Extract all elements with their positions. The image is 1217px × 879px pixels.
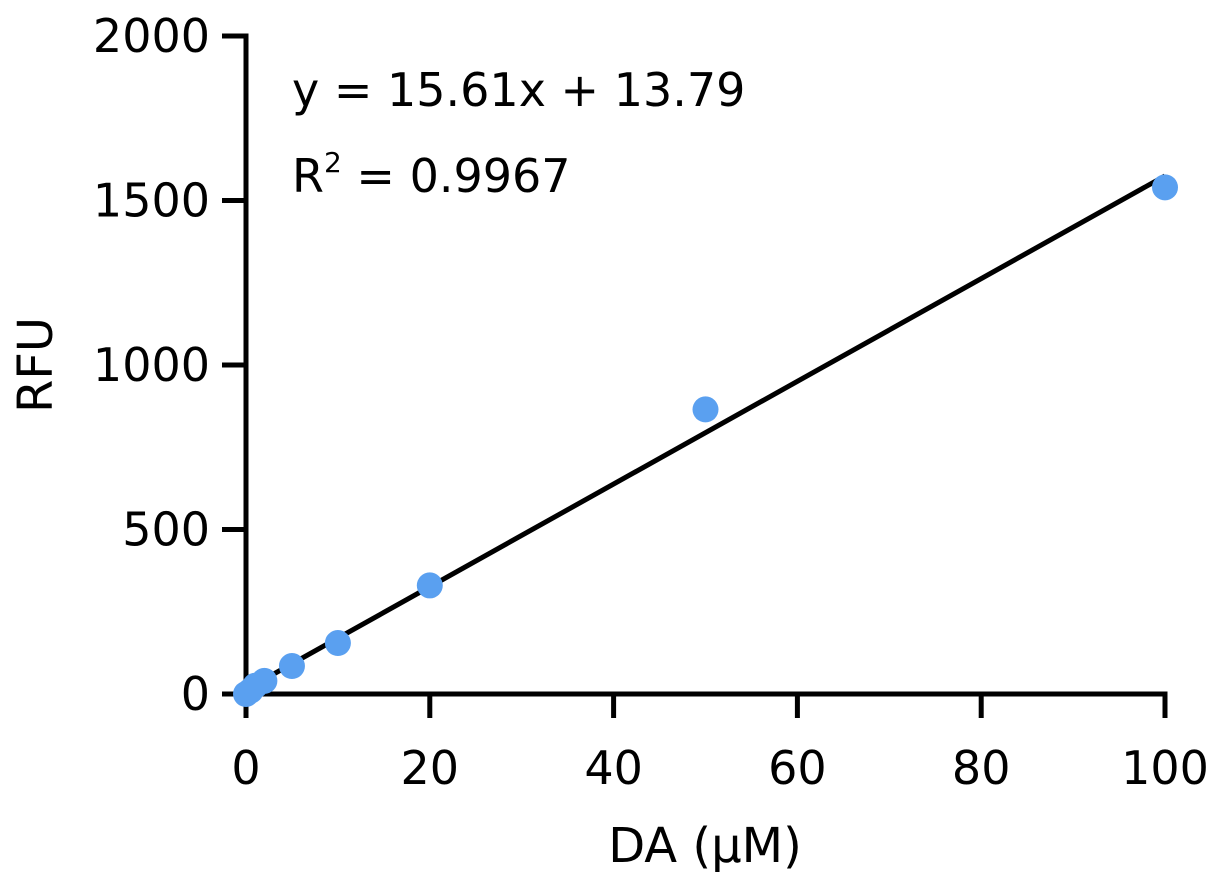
r-squared: R2 = 0.9967 [292, 146, 571, 203]
data-point [416, 572, 443, 599]
y-tick-label: 500 [122, 503, 210, 557]
data-point [251, 667, 278, 694]
x-tick-label: 40 [584, 741, 643, 795]
data-point [278, 653, 305, 680]
data-points [233, 174, 1178, 707]
y-ticks: 0 500 1000 1500 2000 [93, 9, 246, 721]
x-tick-label: 80 [952, 741, 1011, 795]
y-tick-label: 2000 [93, 9, 210, 63]
r-squared-value: = 0.9967 [342, 149, 571, 203]
y-axis-title: RFU [8, 317, 64, 413]
r-squared-prefix: R [292, 149, 324, 203]
data-point [324, 630, 351, 657]
y-tick-label: 1000 [93, 338, 210, 392]
x-ticks: 0 20 40 60 80 100 [231, 694, 1209, 795]
x-tick-label: 20 [401, 741, 460, 795]
fit-equation: y = 15.61x + 13.79 [292, 63, 745, 117]
r-squared-superscript: 2 [324, 146, 342, 179]
y-tick-label: 1500 [93, 174, 210, 228]
data-point [692, 396, 719, 423]
regression-line [244, 173, 1167, 692]
x-axis-title: DA (µM) [608, 818, 802, 874]
x-tick-label: 60 [768, 741, 827, 795]
data-point [1152, 174, 1178, 201]
axes [243, 33, 1168, 697]
y-tick-label: 0 [181, 667, 210, 721]
x-tick-label: 0 [231, 741, 260, 795]
x-tick-label: 100 [1121, 741, 1209, 795]
